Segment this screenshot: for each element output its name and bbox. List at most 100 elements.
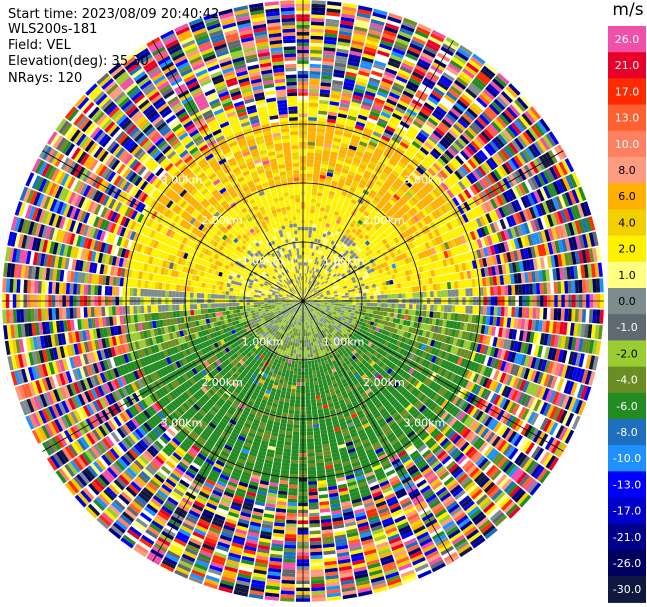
range-gate — [303, 332, 306, 337]
range-gate — [357, 114, 368, 121]
range-gate — [352, 33, 366, 40]
range-gate — [367, 237, 373, 244]
range-gate — [432, 130, 443, 140]
range-gate — [340, 266, 345, 271]
range-gate — [307, 148, 315, 153]
range-gate — [373, 183, 381, 190]
range-gate — [344, 292, 349, 296]
range-gate — [578, 309, 583, 323]
range-gate — [369, 25, 383, 33]
range-gate — [331, 303, 335, 306]
range-gate — [308, 273, 311, 278]
range-gate — [325, 275, 329, 279]
range-gate — [356, 15, 370, 22]
range-gate — [426, 138, 436, 148]
range-gate — [377, 228, 384, 235]
range-gate — [461, 213, 469, 223]
range-gate — [322, 233, 327, 238]
range-gate — [377, 50, 390, 58]
range-gate — [305, 295, 308, 299]
range-gate — [306, 251, 310, 256]
range-gate — [320, 247, 325, 252]
range-gate — [304, 290, 306, 295]
range-gate — [318, 235, 322, 240]
range-gate — [316, 253, 320, 258]
range-gate — [462, 163, 472, 174]
range-gate — [355, 213, 361, 220]
range-gate — [312, 230, 316, 235]
range-gate — [377, 295, 381, 299]
range-gate — [335, 55, 348, 61]
range-gate — [437, 184, 446, 193]
range-gate — [330, 206, 336, 211]
range-gate — [343, 184, 351, 190]
range-gate — [310, 209, 315, 214]
range-gate — [409, 217, 417, 225]
range-gate — [364, 90, 376, 98]
range-gate — [596, 278, 601, 293]
range-gate — [327, 238, 332, 244]
range-gate — [383, 307, 388, 312]
range-gate — [305, 272, 307, 277]
range-gate — [469, 185, 478, 196]
range-gate — [333, 134, 343, 140]
range-gate — [542, 135, 554, 149]
range-gate — [307, 452, 315, 457]
range-gate — [487, 83, 500, 96]
range-gate — [421, 126, 432, 135]
range-gate — [310, 281, 314, 286]
range-gate — [355, 121, 366, 128]
range-gate — [330, 252, 335, 258]
range-gate — [309, 81, 320, 86]
range-gate — [314, 152, 322, 158]
range-gate — [306, 166, 314, 171]
range-gate — [463, 90, 475, 102]
range-gate — [338, 34, 352, 40]
range-gate — [326, 267, 331, 272]
range-gate — [428, 213, 436, 222]
range-gate — [378, 234, 385, 241]
range-gate — [312, 282, 315, 287]
range-gate — [384, 128, 394, 136]
range-gate — [326, 283, 331, 287]
range-gate — [433, 87, 445, 97]
range-gate — [365, 312, 370, 317]
range-gate — [312, 294, 316, 297]
range-gate — [322, 273, 326, 277]
range-gate — [440, 290, 445, 297]
range-gate — [353, 176, 361, 183]
range-gate — [387, 175, 396, 183]
range-gate — [313, 288, 317, 292]
range-gate — [376, 202, 384, 210]
range-gate — [476, 96, 488, 108]
range-gate — [416, 61, 430, 71]
range-gate — [330, 232, 335, 237]
range-gate — [319, 258, 323, 263]
range-gate — [422, 285, 427, 292]
range-gate — [440, 181, 449, 191]
range-gate — [311, 7, 326, 12]
range-gate — [480, 130, 491, 142]
range-gate — [340, 99, 351, 105]
range-gate — [305, 382, 310, 386]
range-gate — [340, 95, 352, 102]
range-gate — [327, 297, 332, 299]
range-gate — [354, 244, 360, 250]
range-gate — [351, 241, 357, 247]
range-gate — [361, 56, 374, 64]
range-gate — [327, 258, 331, 263]
range-gate — [312, 267, 315, 271]
range-gate — [306, 414, 312, 418]
range-gate — [383, 290, 388, 295]
range-gate — [316, 128, 326, 133]
range-gate — [560, 281, 565, 294]
range-gate — [405, 251, 411, 258]
range-gate — [374, 205, 381, 212]
range-gate — [358, 70, 370, 77]
range-gate — [526, 108, 539, 122]
range-gate — [323, 269, 327, 273]
range-gate — [320, 287, 325, 290]
range-gate — [308, 226, 313, 231]
range-gate — [471, 121, 483, 133]
range-gate — [394, 78, 407, 87]
